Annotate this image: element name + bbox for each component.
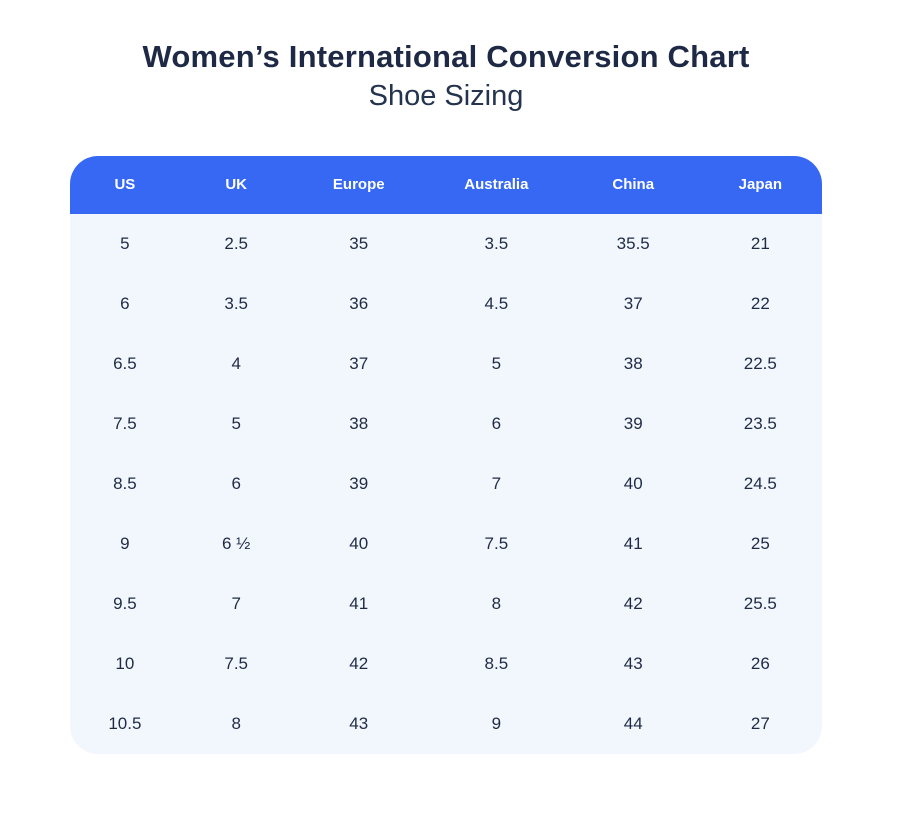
page-subtitle: Shoe Sizing xyxy=(368,80,524,113)
table-cell: 6 xyxy=(491,413,502,433)
page-title: Women’s International Conversion Chart xyxy=(142,39,750,74)
table-cell: 23.5 xyxy=(743,413,777,433)
column-header-australia: Australia xyxy=(464,176,529,194)
table-cell: 6.5 xyxy=(113,353,137,373)
table-header-row: US UK Europe Australia China Japan xyxy=(70,155,822,214)
table-cell: 41 xyxy=(349,593,369,613)
table-cell: 10 xyxy=(115,653,135,673)
table-cell: 35.5 xyxy=(616,233,650,253)
table-cell: 44 xyxy=(623,713,643,733)
table-cell: 41 xyxy=(623,533,643,553)
table-cell: 9 xyxy=(491,713,502,733)
table-cell: 22.5 xyxy=(743,353,777,373)
table-cell: 26 xyxy=(750,653,770,673)
table-cell: 5 xyxy=(120,233,130,253)
table-cell: 6 xyxy=(120,293,130,313)
table-cell: 2.5 xyxy=(224,233,248,253)
table-cell: 38 xyxy=(623,353,643,373)
table-cell: 7.5 xyxy=(224,653,248,673)
table-cell: 7 xyxy=(491,473,502,493)
table-cell: 43 xyxy=(623,653,643,673)
table-cell: 42 xyxy=(349,653,369,673)
table-cell: 21 xyxy=(750,233,770,253)
table-cell: 39 xyxy=(623,413,643,433)
table-cell: 5 xyxy=(491,353,502,373)
table-cell: 27 xyxy=(750,713,770,733)
table-row: 6.5 4 37 5 38 22.5 xyxy=(70,333,822,394)
table-body: 5 2.5 35 3.5 35.5 21 6 3.5 36 4.5 37 22 6.5 4 37 5 38 22.… xyxy=(70,213,822,754)
table-cell: 3.5 xyxy=(224,293,248,313)
table-cell: 36 xyxy=(349,293,369,313)
table-cell: 6 ½ xyxy=(222,533,251,553)
conversion-table: US UK Europe Australia China Japan 5 2.5 3… xyxy=(70,155,822,754)
table-cell: 40 xyxy=(623,473,643,493)
table-cell: 7.5 xyxy=(484,533,509,553)
table-cell: 38 xyxy=(349,413,369,433)
table-row: 8.5 6 39 7 40 24.5 xyxy=(70,453,822,514)
table-cell: 9 xyxy=(120,533,130,553)
table-row: 10 7.5 42 8.5 43 26 xyxy=(70,633,822,694)
column-header-china: China xyxy=(612,176,655,194)
table-cell: 25 xyxy=(750,533,770,553)
table-cell: 24.5 xyxy=(743,473,777,493)
table-row: 7.5 5 38 6 39 23.5 xyxy=(70,393,822,454)
page-content: Women’s International Conversion Chart S… xyxy=(70,38,822,754)
table-cell: 5 xyxy=(231,413,241,433)
table-cell: 25.5 xyxy=(743,593,777,613)
column-header-japan: Japan xyxy=(738,176,782,194)
table-cell: 43 xyxy=(349,713,369,733)
table-cell: 8.5 xyxy=(113,473,137,493)
table-row: 6 3.5 36 4.5 37 22 xyxy=(70,273,822,334)
table-row: 10.5 8 43 9 44 27 xyxy=(70,693,822,754)
shoe-size-table: US UK Europe Australia China Japan 5 2.5 3… xyxy=(70,155,822,754)
table-row: 5 2.5 35 3.5 35.5 21 xyxy=(70,213,822,274)
table-cell: 40 xyxy=(349,533,369,553)
table-cell: 37 xyxy=(349,353,369,373)
table-cell: 22 xyxy=(750,293,770,313)
table-cell: 4 xyxy=(231,353,241,373)
table-cell: 42 xyxy=(623,593,643,613)
table-cell: 35 xyxy=(349,233,369,253)
table-row: 9.5 7 41 8 42 25.5 xyxy=(70,573,822,634)
column-header-us: US xyxy=(114,176,136,194)
table-cell: 3.5 xyxy=(484,233,509,253)
table-cell: 8.5 xyxy=(484,653,509,673)
table-cell: 8 xyxy=(231,713,241,733)
table-cell: 8 xyxy=(491,593,502,613)
table-cell: 7.5 xyxy=(113,413,137,433)
table-cell: 10.5 xyxy=(108,713,142,733)
table-cell: 4.5 xyxy=(484,293,509,313)
column-header-uk: UK xyxy=(225,176,248,194)
table-cell: 39 xyxy=(349,473,369,493)
table-cell: 37 xyxy=(623,293,643,313)
table-cell: 6 xyxy=(231,473,241,493)
table-cell: 9.5 xyxy=(113,593,137,613)
table-cell: 7 xyxy=(231,593,241,613)
table-row: 9 6 ½ 40 7.5 41 25 xyxy=(70,513,822,574)
column-header-europe: Europe xyxy=(332,176,385,194)
